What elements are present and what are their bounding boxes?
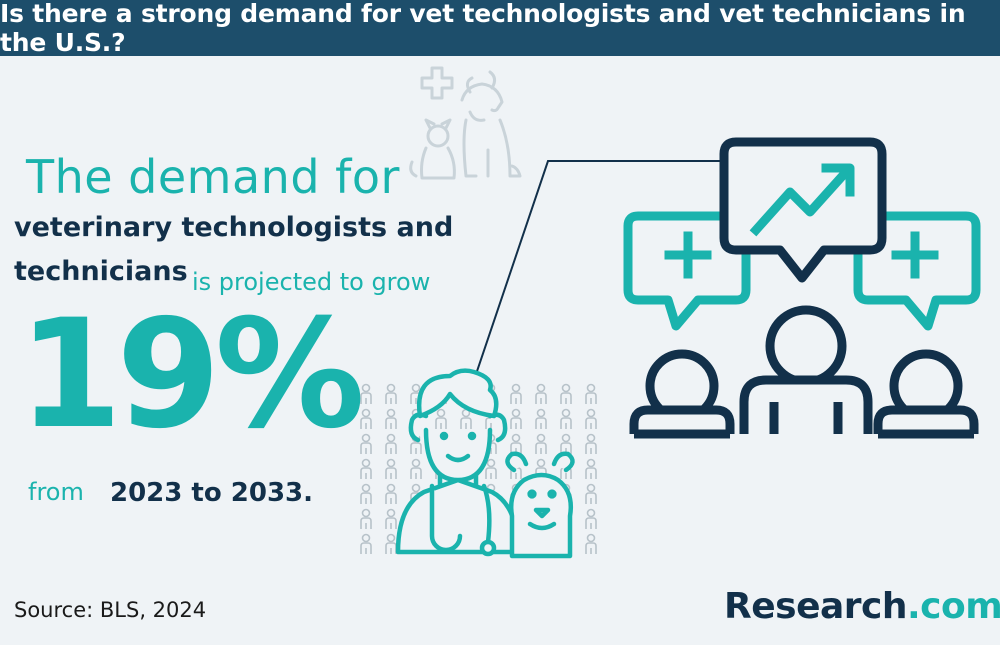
crowd-person-icon [360,508,372,529]
connector-line [469,160,722,393]
crowd-person-icon [585,408,597,429]
crowd-person-icon [385,533,397,554]
crowd-person-icon [435,408,447,429]
crowd-person-icon [385,483,397,504]
crowd-person-icon [510,433,522,454]
crowd-person-icon [535,408,547,429]
crowd-person-icon [385,383,397,404]
crowd-person-icon [585,433,597,454]
crowd-person-icon [360,483,372,504]
occupation-line-1: veterinary technologists and [14,212,454,243]
crowd-person-icon [585,508,597,529]
crowd-person-icon [585,483,597,504]
crowd-person-icon [360,408,372,429]
crowd-person-icon [510,383,522,404]
crowd-person-icon [460,408,472,429]
crowd-person-icon [410,458,422,479]
crowd-person-icon [560,383,572,404]
page-title: Is there a strong demand for vet technol… [0,0,966,57]
crowd-person-icon [385,508,397,529]
vet-doctor-icon [395,368,521,557]
crowd-person-icon [360,433,372,454]
growth-chart-bubble-icon [719,137,887,283]
crowd-person-icon [360,383,372,404]
growth-percent: 19% [18,288,365,462]
crowd-person-icon [360,458,372,479]
year-range: 2023 to 2033. [110,478,313,508]
person-icon [739,305,873,434]
crowd-person-icon [510,408,522,429]
crowd-person-icon [585,383,597,404]
pets-plus-icon [409,66,522,180]
projection-text: is projected to grow [192,268,431,296]
crowd-person-icon [560,433,572,454]
dog-icon [505,451,575,559]
headline-demand: The demand for [26,150,400,204]
logo-main: Research [724,586,908,627]
occupation-line-2: technicians [14,256,188,287]
crowd-person-icon [385,458,397,479]
crowd-person-icon [485,458,497,479]
from-label: from [28,478,84,506]
crowd-person-icon [385,433,397,454]
crowd-person-icon [535,383,547,404]
crowd-person-icon [585,458,597,479]
crowd-person-icon [560,408,572,429]
title-banner: Is there a strong demand for vet technol… [0,0,1000,57]
crowd-person-icon [360,533,372,554]
crowd-person-icon [535,433,547,454]
person-icon [629,349,735,439]
research-logo: Research.com [724,586,1000,627]
person-icon [873,349,979,439]
logo-suffix: .com [907,586,1000,627]
source-note: Source: BLS, 2024 [14,598,207,622]
crowd-person-icon [585,533,597,554]
crowd-person-icon [385,408,397,429]
